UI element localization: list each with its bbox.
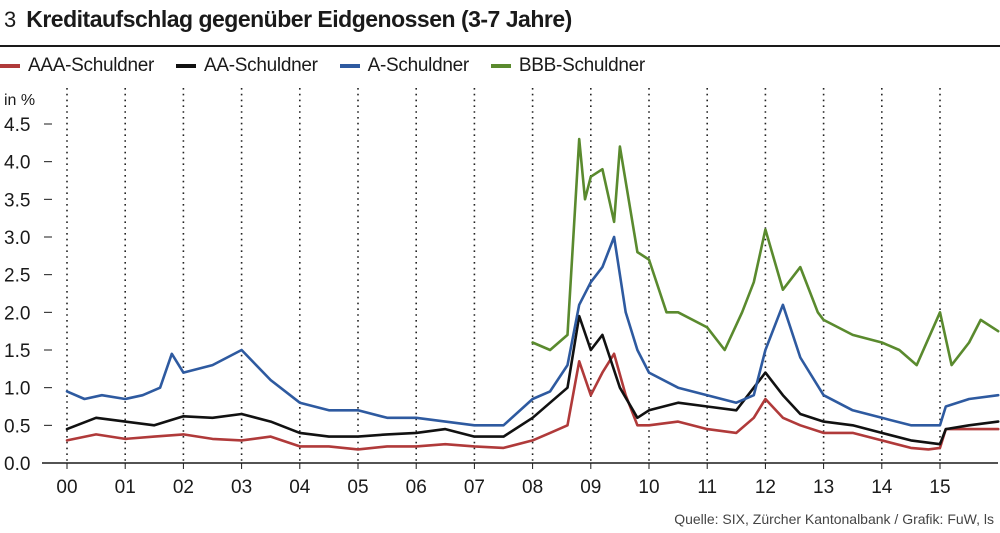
x-tick-label-15: 15 (929, 477, 950, 498)
legend-item-a: A-Schuldner (339, 55, 470, 77)
y-unit-label: in % (4, 92, 35, 109)
x-tick-label-09: 09 (580, 477, 601, 498)
chart-title: Kreditaufschlag gegenüber Eidgenossen (3… (26, 6, 572, 32)
y-tick-label-1.0: 1.0 (4, 379, 30, 400)
y-tick-label-4.5: 4.5 (4, 115, 30, 136)
legend-swatch-aaa (0, 64, 20, 68)
chart-header: 3 Kreditaufschlag gegenüber Eidgenossen … (0, 6, 572, 40)
y-tick-label-2.0: 2.0 (4, 303, 30, 324)
legend-label-a: A-Schuldner (367, 55, 470, 76)
x-tick-label-01: 01 (115, 477, 136, 498)
legend-item-aa: AA-Schuldner (176, 55, 318, 77)
legend-swatch-a (339, 64, 360, 68)
x-ticks: 00 01 02 03 04 05 06 07 08 09 10 11 12 13 14 15 (56, 463, 951, 498)
legend-item-aaa: AAA-Schuldner (0, 55, 154, 77)
x-tick-label-11: 11 (697, 477, 717, 498)
x-tick-label-05: 05 (347, 477, 368, 498)
y-tick-label-1.5: 1.5 (4, 341, 30, 362)
x-tick-label-14: 14 (871, 477, 893, 498)
x-tick-label-04: 04 (289, 477, 311, 498)
legend-swatch-aa (176, 64, 197, 68)
y-tick-label-3.0: 3.0 (4, 228, 30, 249)
title-rule (0, 45, 1000, 47)
x-tick-label-00: 00 (56, 477, 77, 498)
y-tick-label-0.5: 0.5 (4, 416, 30, 437)
x-tick-label-03: 03 (231, 477, 252, 498)
y-ticks: 0.0 0.5 1.0 1.5 2.0 2.5 3.0 3.5 4.0 4.5 (4, 115, 52, 475)
x-tick-label-06: 06 (406, 477, 427, 498)
y-tick-label-4.0: 4.0 (4, 153, 30, 174)
legend-label-bbb: BBB-Schuldner (518, 55, 645, 76)
legend-label-aa: AA-Schuldner (204, 55, 318, 76)
y-tick-label-0.0: 0.0 (4, 454, 30, 475)
y-tick-label-2.5: 2.5 (4, 266, 30, 287)
series-line-bbb-schuldner (531, 137, 1000, 367)
series-line-a-schuldner (65, 235, 1000, 427)
x-tick-label-10: 10 (638, 477, 659, 498)
legend-label-aaa: AAA-Schuldner (28, 55, 155, 76)
legend-item-bbb: BBB-Schuldner (490, 55, 645, 77)
x-tick-label-02: 02 (173, 477, 194, 498)
legend: AAA-Schuldner AA-Schuldner A-Schuldner B… (0, 52, 667, 80)
legend-swatch-bbb (490, 64, 511, 68)
y-tick-label-3.5: 3.5 (4, 190, 30, 211)
series-layer (65, 137, 1000, 451)
x-tick-label-08: 08 (522, 477, 543, 498)
source-note: Quelle: SIX, Zürcher Kantonalbank / Graf… (674, 511, 994, 527)
series-line-aaa-schuldner (65, 352, 1000, 451)
x-tick-label-12: 12 (755, 477, 776, 498)
x-tick-label-13: 13 (813, 477, 834, 498)
chart-number: 3 (4, 7, 17, 32)
x-tick-label-07: 07 (464, 477, 485, 498)
grid-layer (66, 88, 941, 463)
series-line-aa-schuldner (65, 314, 1000, 446)
